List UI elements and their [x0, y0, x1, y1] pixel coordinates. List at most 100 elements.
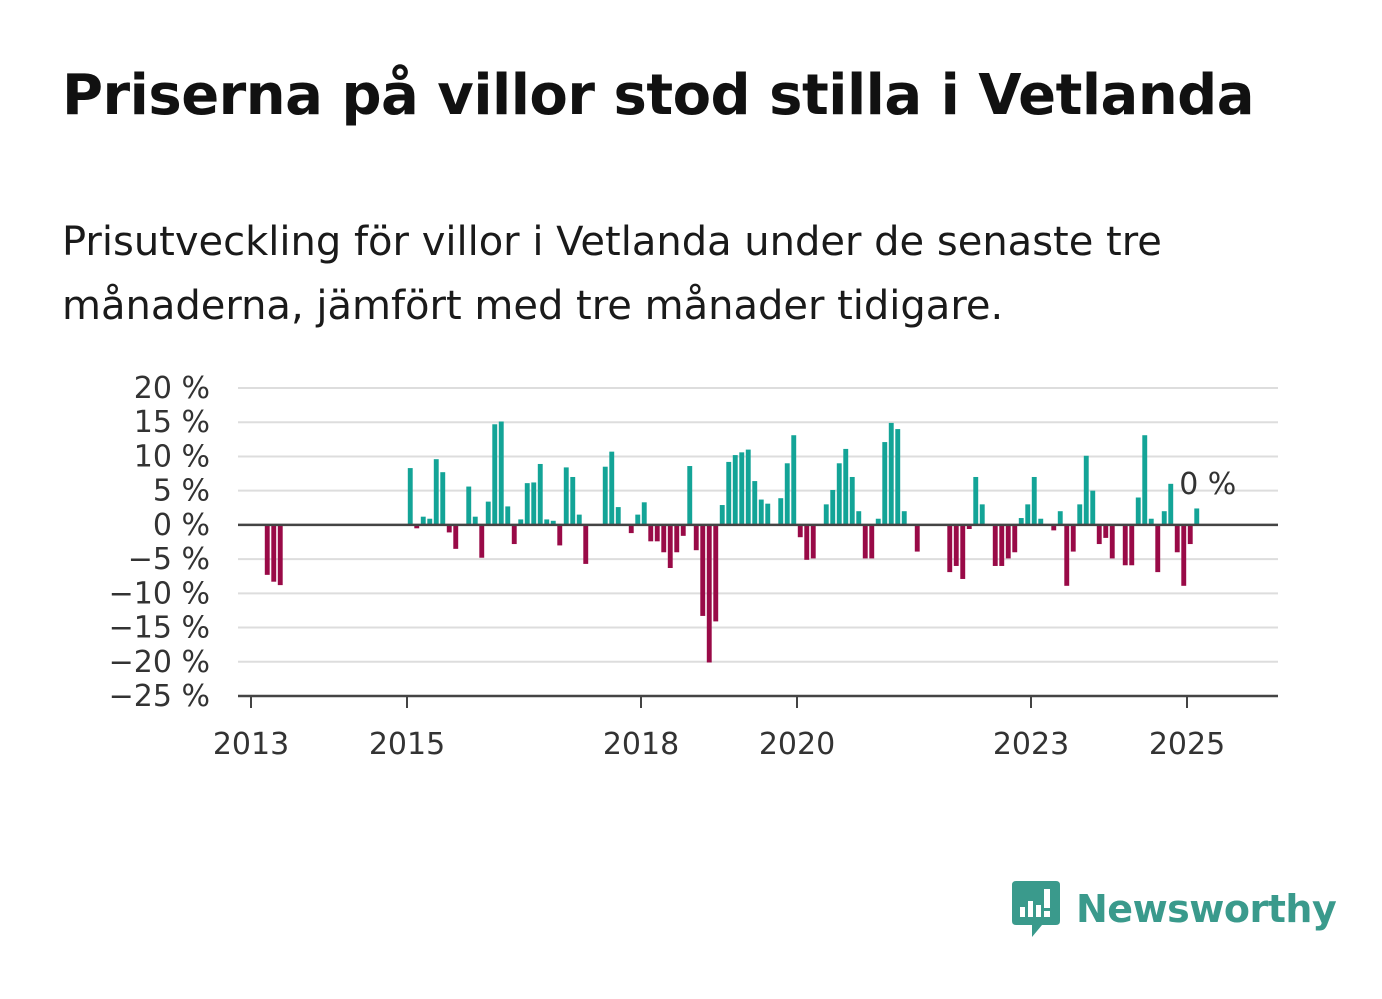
bar — [999, 524, 1005, 566]
bar — [882, 442, 888, 525]
bar — [745, 449, 751, 525]
bar — [635, 514, 641, 525]
bar — [862, 524, 868, 559]
bar — [492, 424, 498, 525]
bar — [1181, 524, 1187, 586]
bar — [992, 524, 998, 566]
bar — [953, 524, 959, 566]
bar — [407, 468, 413, 525]
bar — [797, 524, 803, 538]
bar — [719, 505, 725, 525]
bar — [895, 429, 901, 525]
bar — [654, 524, 660, 542]
bar — [739, 452, 745, 525]
y-tick-label: 10 % — [134, 439, 210, 474]
bar — [544, 519, 550, 525]
bar — [264, 524, 270, 575]
bar — [1109, 524, 1115, 559]
bar — [1031, 476, 1037, 525]
bar — [648, 524, 654, 542]
y-axis-tick-labels: 20 %15 %10 %5 %0 %−5 %−10 %−15 %−20 %−25… — [109, 371, 210, 714]
y-tick-label: −20 % — [109, 645, 210, 680]
bar — [583, 524, 589, 564]
bar — [466, 486, 472, 525]
bar — [700, 524, 706, 616]
bar — [615, 507, 621, 525]
bar — [570, 476, 576, 525]
bar — [1083, 455, 1089, 525]
bar — [440, 472, 446, 525]
bar-chart: 20 %15 %10 %5 %0 %−5 %−10 %−15 %−20 %−25… — [109, 371, 1278, 762]
y-tick-label: 15 % — [134, 405, 210, 440]
bar — [1038, 518, 1044, 525]
x-axis-tick-labels: 2013 2015 2018 2020 2023 2025 — [213, 696, 1225, 762]
bar — [524, 483, 530, 525]
bar — [511, 524, 517, 545]
bar — [576, 514, 582, 525]
bar — [804, 524, 810, 560]
bar — [1161, 511, 1167, 525]
bar — [628, 524, 634, 534]
bar — [843, 448, 849, 525]
bar — [518, 519, 524, 525]
bar — [271, 524, 277, 582]
bar — [550, 520, 556, 525]
bar — [1174, 524, 1180, 553]
bar — [1168, 483, 1174, 525]
bar — [1070, 524, 1076, 552]
bar — [1122, 524, 1128, 566]
bar — [557, 524, 563, 546]
bar — [888, 422, 894, 525]
bar — [1090, 490, 1096, 525]
bar — [1005, 524, 1011, 559]
bar — [869, 524, 875, 559]
x-tick-label: 2023 — [993, 727, 1069, 762]
x-tick-label: 2020 — [759, 727, 835, 762]
bar — [726, 461, 732, 525]
y-tick-label: −15 % — [109, 611, 210, 646]
newsworthy-logo-icon — [1012, 881, 1060, 937]
bar — [1135, 497, 1141, 525]
bar — [667, 524, 673, 569]
bar — [1194, 508, 1200, 525]
bar — [791, 435, 797, 525]
bar — [1012, 524, 1018, 553]
bar — [687, 466, 693, 525]
bar — [823, 504, 829, 525]
bar — [1018, 518, 1024, 525]
y-tick-label: 0 % — [153, 508, 210, 543]
bar — [1129, 524, 1135, 566]
bar — [453, 524, 459, 549]
bar — [433, 459, 439, 525]
bar — [732, 455, 738, 525]
bar — [1103, 524, 1109, 538]
y-tick-label: −10 % — [109, 576, 210, 611]
bar — [1077, 504, 1083, 525]
bar — [680, 524, 686, 536]
bar — [752, 481, 758, 525]
last-value-label: 0 % — [1179, 467, 1236, 502]
bar — [1096, 524, 1102, 545]
bar — [1148, 518, 1154, 525]
bar — [641, 502, 647, 525]
bar — [1155, 524, 1161, 573]
bar — [602, 466, 608, 525]
bar — [446, 524, 452, 533]
bar — [706, 524, 712, 663]
bar — [765, 503, 771, 525]
bar — [778, 498, 784, 525]
bar — [479, 524, 485, 558]
x-tick-label: 2013 — [213, 727, 289, 762]
bar — [505, 506, 511, 525]
bar — [693, 524, 699, 551]
bar — [979, 504, 985, 525]
chart-title: Priserna på villor stod stilla i Vetland… — [62, 63, 1255, 128]
bar — [947, 524, 953, 573]
bar — [1025, 504, 1031, 525]
bar — [485, 501, 491, 525]
bar — [966, 524, 972, 529]
y-tick-label: 20 % — [134, 371, 210, 406]
x-tick-label: 2018 — [603, 727, 679, 762]
bar — [960, 524, 966, 579]
bar — [609, 451, 615, 525]
